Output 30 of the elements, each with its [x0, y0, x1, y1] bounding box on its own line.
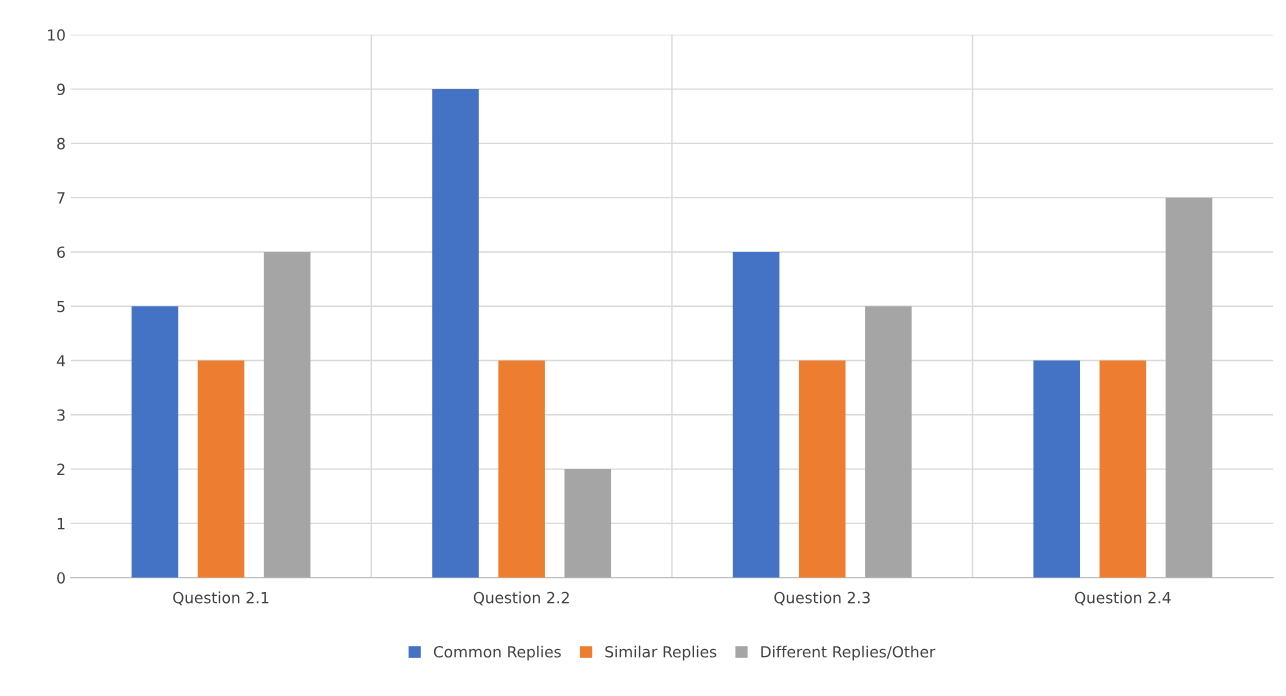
- bar: [798, 360, 846, 578]
- bar: [432, 89, 479, 578]
- x-tick-label: Question 2.3: [774, 591, 870, 606]
- bar: [197, 360, 245, 578]
- legend-label: Different Replies/Other: [761, 645, 936, 661]
- bar: [564, 469, 612, 578]
- bar: [1033, 360, 1080, 578]
- bar: [1165, 197, 1213, 578]
- y-tick-label: 8: [57, 137, 65, 150]
- bar: [865, 306, 912, 578]
- y-tick-label: 5: [57, 300, 65, 313]
- x-tick-label: Question 2.1: [173, 591, 269, 606]
- y-tick-label: 9: [57, 83, 65, 96]
- y-tick-label: 1: [57, 518, 65, 530]
- bar: [263, 251, 311, 578]
- x-tick-label: Question 2.4: [1074, 591, 1171, 606]
- y-tick-label: 7: [57, 192, 65, 204]
- y-tick-label: 10: [48, 29, 65, 41]
- bar: [131, 306, 179, 578]
- y-tick-label: 2: [57, 463, 65, 475]
- y-tick-label: 4: [56, 355, 66, 367]
- y-tick-label: 6: [57, 246, 65, 258]
- legend-label: Similar Replies: [605, 645, 717, 661]
- bar: [1099, 360, 1147, 578]
- bar: [498, 360, 545, 578]
- bar: [732, 251, 780, 578]
- y-tick-label: 0: [57, 572, 65, 584]
- x-tick-label: Question 2.2: [473, 591, 569, 606]
- legend-label: Common Replies: [433, 645, 561, 661]
- y-tick-label: 3: [57, 409, 65, 421]
